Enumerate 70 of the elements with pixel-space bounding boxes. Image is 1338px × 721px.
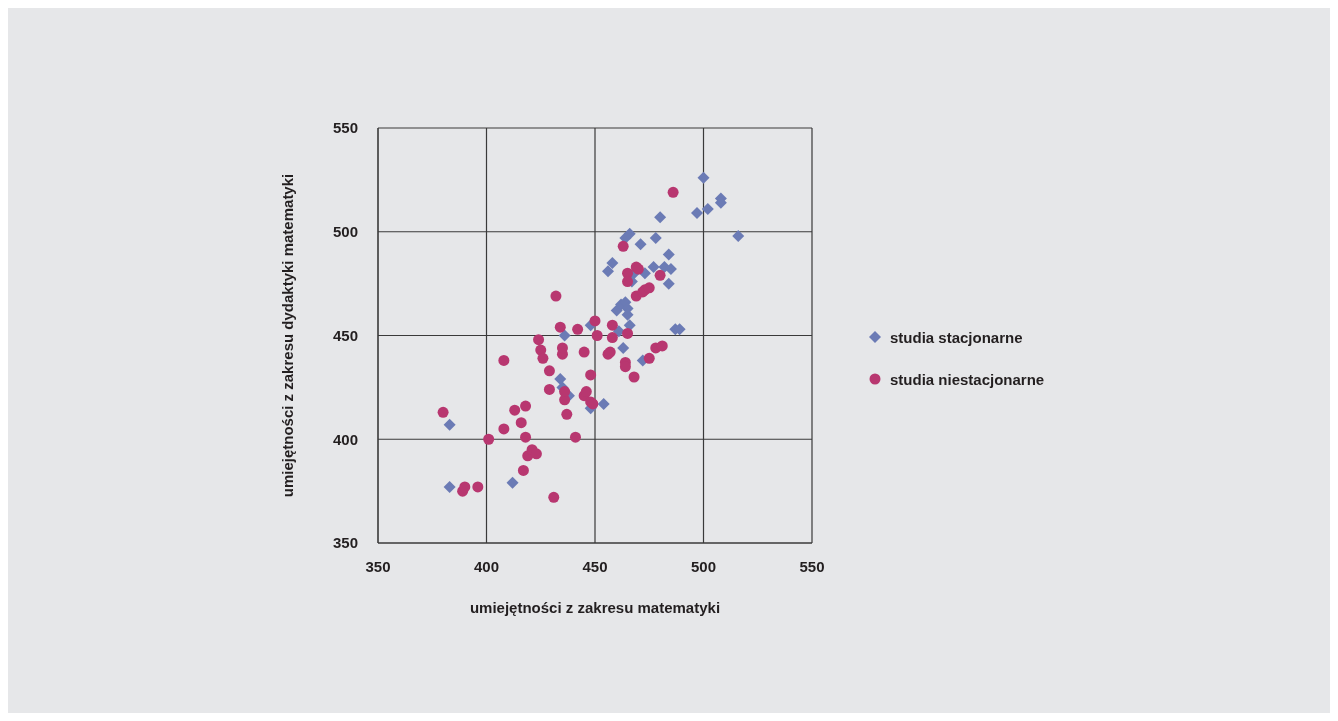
point [578, 346, 590, 358]
point [628, 371, 640, 383]
point [569, 431, 581, 443]
point [520, 431, 532, 443]
y-axis-title: umiejętności z zakresu dydaktyki matematyki [279, 173, 297, 498]
point [656, 340, 668, 352]
point [506, 476, 519, 489]
point [647, 261, 660, 274]
y-tick-label: 550 [332, 119, 358, 137]
point [443, 418, 456, 431]
y-tick-label: 500 [332, 223, 358, 241]
point [554, 373, 567, 386]
point [543, 365, 555, 377]
point [520, 400, 532, 412]
point [602, 265, 615, 278]
point [643, 352, 655, 364]
point [732, 229, 745, 242]
point [572, 323, 584, 335]
point [654, 269, 666, 281]
point [517, 464, 529, 476]
point [617, 240, 629, 252]
point [654, 211, 667, 224]
point [472, 481, 484, 493]
point [667, 186, 679, 198]
point [443, 480, 456, 493]
point [459, 481, 471, 493]
point [483, 433, 495, 445]
point [606, 256, 619, 269]
point [617, 341, 630, 354]
point [622, 276, 634, 288]
point [515, 417, 527, 429]
point [543, 383, 555, 395]
x-tick-label: 400 [473, 557, 500, 575]
y-tick-label: 400 [332, 430, 358, 448]
legend-label: studia niestacjonarne [890, 370, 1045, 388]
point [537, 352, 549, 364]
y-tick-label: 450 [332, 326, 358, 344]
point [498, 354, 510, 366]
point [649, 231, 662, 244]
point [662, 277, 675, 290]
point [634, 238, 647, 251]
x-tick-label: 450 [582, 557, 608, 575]
point [498, 423, 510, 435]
point [533, 334, 545, 346]
point [589, 315, 601, 327]
point [558, 329, 571, 342]
point [561, 408, 573, 420]
y-tick-label: 350 [332, 534, 358, 552]
point [701, 202, 714, 215]
x-tick-label: 350 [365, 557, 391, 575]
x-tick-label: 500 [690, 557, 717, 575]
point [580, 386, 592, 398]
point [597, 397, 610, 410]
point [606, 332, 618, 344]
point [548, 491, 560, 503]
point [585, 369, 597, 381]
x-axis-title: umiejętności z zakresu matematyki [469, 599, 721, 616]
point [509, 404, 521, 416]
point [437, 406, 449, 418]
point [697, 171, 710, 184]
legend-label: studia stacjonarne [890, 328, 1023, 346]
point [622, 327, 634, 339]
point [662, 248, 675, 261]
x-tick-label: 550 [799, 557, 825, 575]
point [623, 227, 636, 240]
point [554, 321, 566, 333]
point [690, 207, 703, 220]
point [606, 319, 618, 331]
point [591, 330, 603, 341]
point [550, 290, 562, 302]
